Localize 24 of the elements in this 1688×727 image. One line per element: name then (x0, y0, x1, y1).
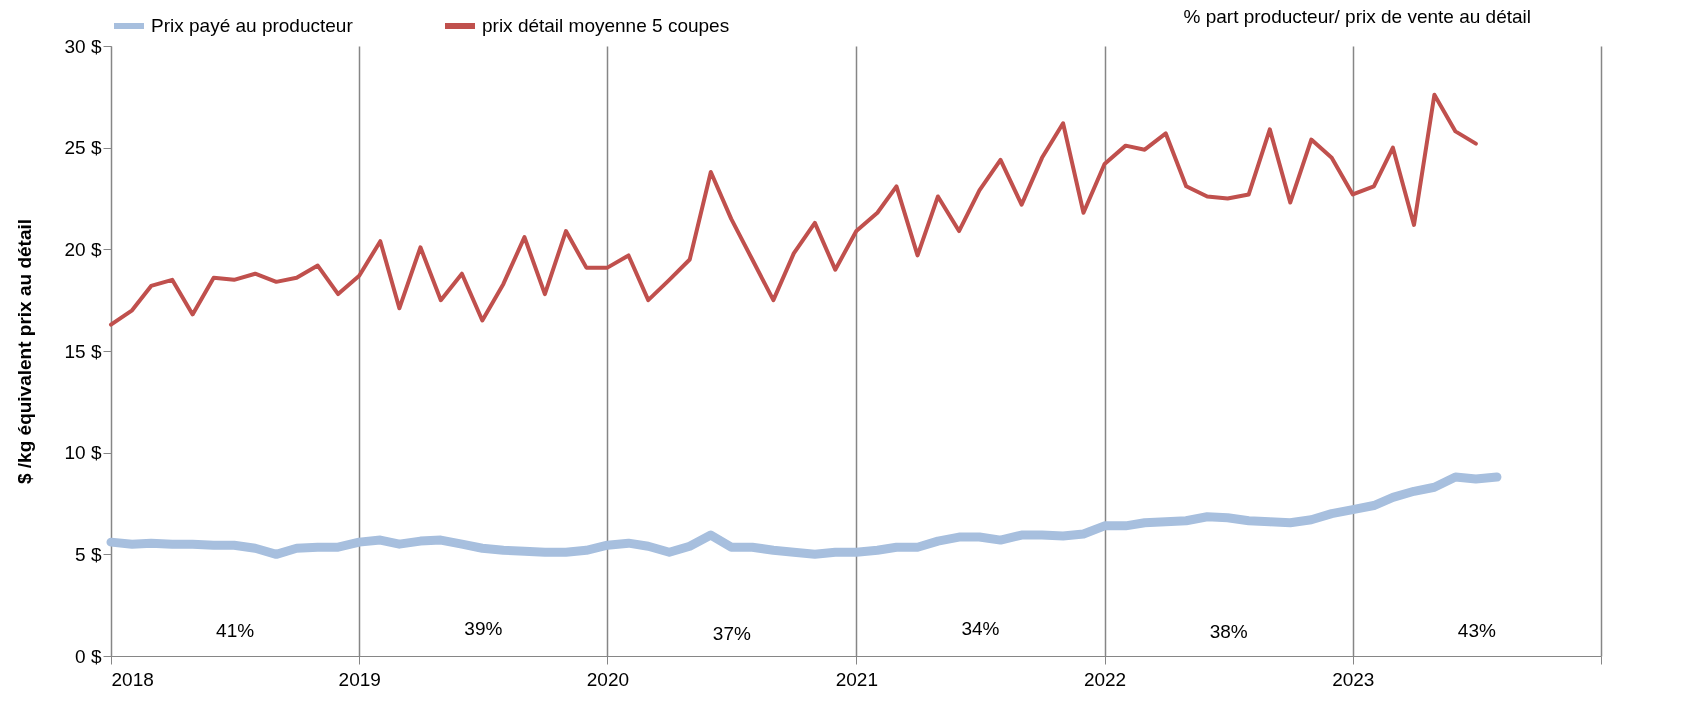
annotation: 43% (1457, 620, 1497, 641)
annotation: 41% (216, 620, 255, 641)
annotation: 39% (464, 618, 503, 639)
y-tick-label: 15 $ (64, 340, 102, 362)
x-tick-label: 2023 (1332, 668, 1375, 690)
x-tick-label: 2021 (835, 668, 878, 690)
annotation: 34% (961, 618, 1000, 639)
y-tick-label: 10 $ (64, 442, 102, 464)
text: % part producteur/ prix de vente au détail (1183, 6, 1531, 27)
x-tick-label: 2018 (111, 668, 154, 690)
y-tick-label: 0 $ (75, 645, 102, 667)
y-tick-label: 30 $ (64, 35, 102, 57)
y-tick-label: 5 $ (75, 543, 102, 565)
y-tick-label: 20 $ (64, 238, 102, 260)
annotation: 38% (1209, 621, 1248, 642)
y-axis-title: $ /kg équivalent prix au détail (13, 218, 35, 485)
legend-label: prix détail moyenne 5 coupes (482, 15, 730, 36)
x-tick-label: 2022 (1083, 668, 1127, 690)
annotation: 37% (712, 623, 752, 644)
x-tick-label: 2020 (586, 668, 630, 690)
y-tick-label: 25 $ (64, 137, 102, 159)
legend-label: Prix payé au producteur (151, 15, 354, 36)
line-series (109, 92, 1478, 327)
x-tick-label: 2019 (338, 668, 381, 690)
